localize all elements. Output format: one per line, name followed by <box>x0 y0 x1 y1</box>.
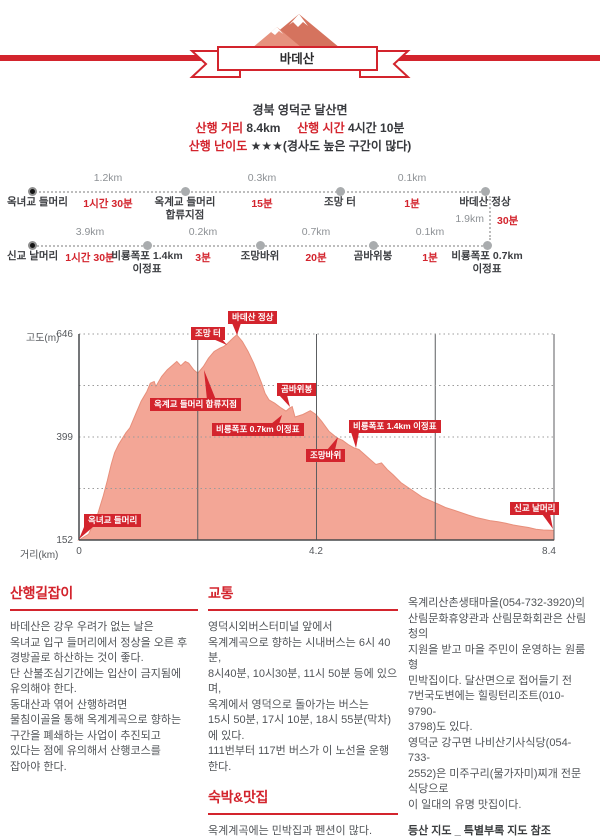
x-tick-0: 0 <box>76 546 82 557</box>
callout-viewpoint-site: 조망 터 <box>191 327 225 340</box>
column-guide: 산행길잡이 바데산은 강우 우려가 없는 날은 옥녀교 입구 들머리에서 정상을… <box>10 583 198 840</box>
segment-distance: 0.1km <box>415 226 445 238</box>
trail-difficulty: 산행 난이도 ★★★(경사도 높은 구간이 많다) <box>0 137 600 155</box>
segment-time: 1시간 30분 <box>65 252 115 264</box>
trail-meta: 경북 영덕군 달산면 산행 거리 8.4km 산행 시간 4시간 10분 산행 … <box>0 95 600 160</box>
route-node-label: 신교 날머리 <box>7 250 59 262</box>
trail-stats: 산행 거리 8.4km 산행 시간 4시간 10분 <box>0 119 600 137</box>
lodging-detail-text: 옥계리산촌생태마을(054-732-3920)의 산림문화휴양관과 산림문화회관… <box>408 597 587 811</box>
route-connector-line <box>489 196 491 240</box>
banner-graphic: 바데산 <box>0 14 600 78</box>
transport-heading: 교통 <box>208 583 398 611</box>
connector-distance: 1.9km <box>455 213 484 225</box>
route-row2-node-dot <box>143 241 152 250</box>
column-transport-lodging: 교통 영덕시외버스터미널 앞에서 옥계계곡으로 향하는 시내버스는 6시 40분… <box>208 583 398 840</box>
route-node-label: 조망 터 <box>324 196 356 208</box>
segment-time: 3분 <box>195 252 211 264</box>
y-tick-152: 152 <box>56 535 73 546</box>
route-node-label: 옥녀교 들머리 <box>7 196 68 208</box>
difficulty-label: 산행 난이도 <box>188 139 248 153</box>
callout-gombawi-peak: 곰바위봉 <box>277 383 317 396</box>
ribbon-box <box>217 46 378 71</box>
segment-distance: 0.7km <box>301 226 331 238</box>
mountain-icon <box>252 14 340 48</box>
segment-time: 20분 <box>305 252 327 264</box>
callout-pointers <box>79 323 553 539</box>
route-row1-node-dot <box>481 187 490 196</box>
route-node-label: 옥계교 들머리 합류지점 <box>154 196 216 221</box>
route-row1-node-dot <box>181 187 190 196</box>
guide-heading: 산행길잡이 <box>10 583 198 611</box>
callout-biryong-falls-0-7: 비룡폭포 0.7km 이정표 <box>212 423 304 436</box>
route-row2-node-dot <box>483 241 492 250</box>
route-row1-line <box>32 191 485 193</box>
distance-label: 산행 거리 <box>195 121 244 135</box>
lodging-text: 옥계계곡에는 민박집과 펜션이 많다. <box>208 825 373 837</box>
x-axis-title: 거리(km) <box>20 550 59 561</box>
route-node-label: 비룡폭포 0.7km 이정표 <box>451 250 523 275</box>
column-lodging-detail: 옥계리산촌생태마을(054-732-3920)의 산림문화휴양관과 산림문화회관… <box>408 583 590 840</box>
segment-time: 1분 <box>404 198 420 210</box>
callout-badesan-summit: 바데산 정상 <box>228 311 278 324</box>
segment-distance: 3.9km <box>75 226 105 238</box>
route-node-label: 비룡폭포 1.4km 이정표 <box>111 250 183 275</box>
route-row2-node-dot <box>369 241 378 250</box>
segment-distance: 0.2km <box>188 226 218 238</box>
connector-time: 30분 <box>497 215 519 227</box>
difficulty-note: (경사도 높은 구간이 많다) <box>282 139 412 153</box>
segment-time: 1분 <box>422 252 438 264</box>
callout-junction-okgyegyo: 옥계교 들머리 합류지점 <box>150 398 241 411</box>
segment-distance: 0.3km <box>247 172 277 184</box>
map-reference-note: 등산 지도 _ 특별부록 지도 참조 <box>408 825 551 837</box>
segment-distance: 1.2km <box>93 172 123 184</box>
route-row1-node-dot-start <box>28 187 37 196</box>
callout-trailhead-oknyeogyo: 옥녀교 들머리 <box>84 514 142 527</box>
lodging-heading: 숙박&맛집 <box>208 787 398 815</box>
route-diagram: 1.2km 0.3km 0.1km 1시간 30분 15분 1분 옥녀교 들머리… <box>0 160 600 300</box>
route-row1-node-dot <box>336 187 345 196</box>
callout-viewpoint-rock: 조망바위 <box>306 449 346 462</box>
route-node-label: 조망바위 <box>240 250 280 262</box>
elevation-profile-chart: 고도(m) 646 399 152 거리(km) 0 4.2 8.4 옥녀교 들… <box>0 300 600 565</box>
difficulty-stars: ★★★ <box>250 139 283 153</box>
x-tick-4_2: 4.2 <box>309 546 323 557</box>
route-row2-node-dot <box>256 241 265 250</box>
time-label: 산행 시간 <box>297 121 345 135</box>
route-node-label: 바데산 정상 <box>459 196 511 208</box>
guide-text: 바데산은 강우 우려가 없는 날은 옥녀교 입구 들머리에서 정상을 오른 후 … <box>10 621 188 773</box>
y-tick-646: 646 <box>56 329 73 340</box>
y-axis-title: 고도(m) <box>26 333 60 344</box>
time-value: 4시간 10분 <box>347 121 405 135</box>
y-tick-399: 399 <box>56 432 73 443</box>
elevation-chart-canvas <box>77 323 555 541</box>
callout-exit-singyo: 신교 날머리 <box>510 502 560 515</box>
route-row2-node-dot-start <box>28 241 37 250</box>
segment-distance: 0.1km <box>397 172 427 184</box>
page-title: 바데산 <box>280 51 315 66</box>
segment-time: 15분 <box>251 198 273 210</box>
route-node-label: 곰바위봉 <box>353 250 393 262</box>
transport-text: 영덕시외버스터미널 앞에서 옥계계곡으로 향하는 시내버스는 6시 40분, 8… <box>208 621 398 773</box>
info-columns: 산행길잡이 바데산은 강우 우려가 없는 날은 옥녀교 입구 들머리에서 정상을… <box>0 565 600 840</box>
distance-value: 8.4km <box>246 121 281 135</box>
callout-biryong-falls-1-4: 비룡폭포 1.4km 이정표 <box>349 420 441 433</box>
segment-time: 1시간 30분 <box>83 198 133 210</box>
title-banner: 바데산 <box>0 0 600 95</box>
x-tick-8_4: 8.4 <box>542 546 556 557</box>
trail-region: 경북 영덕군 달산면 <box>252 103 348 117</box>
